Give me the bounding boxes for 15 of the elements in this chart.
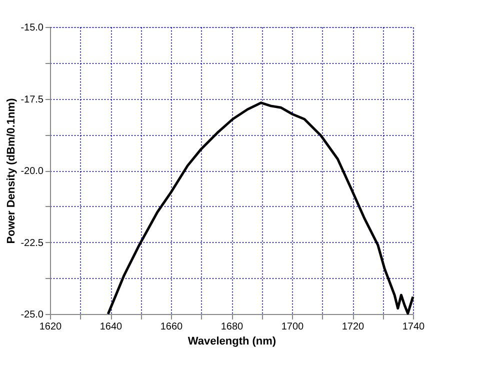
x-tick-label: 1640 — [100, 322, 123, 332]
x-tick-label: 1700 — [281, 322, 304, 332]
x-tick-label: 1720 — [342, 322, 365, 332]
x-tick-label: 1660 — [160, 322, 184, 332]
y-tick-label: -15.0 — [20, 22, 44, 34]
x-tick-label: 1740 — [402, 322, 426, 332]
x-axis-title: Wavelength (nm) — [188, 336, 276, 348]
y-axis-title: Power Density (dBm/0.1nm) — [6, 98, 18, 244]
y-tick-label: -22.5 — [20, 238, 44, 249]
y-tick-label: -25.0 — [20, 310, 44, 320]
x-tick-label: 1680 — [220, 322, 244, 332]
y-tick-label: -20.0 — [20, 166, 44, 177]
y-tick-label: -17.5 — [20, 94, 44, 106]
line-series — [106, 102, 414, 316]
x-tick-label: 1620 — [39, 322, 62, 332]
